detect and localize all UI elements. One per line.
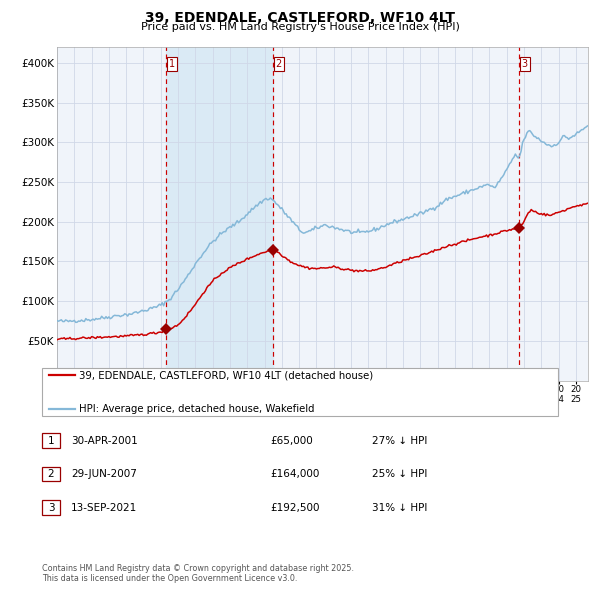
- Text: 2: 2: [275, 59, 282, 69]
- Text: 3: 3: [47, 503, 55, 513]
- Text: 27% ↓ HPI: 27% ↓ HPI: [372, 436, 427, 445]
- Text: HPI: Average price, detached house, Wakefield: HPI: Average price, detached house, Wake…: [79, 405, 314, 414]
- Text: 30-APR-2001: 30-APR-2001: [71, 436, 137, 445]
- Text: 2: 2: [47, 470, 55, 479]
- Text: 39, EDENDALE, CASTLEFORD, WF10 4LT: 39, EDENDALE, CASTLEFORD, WF10 4LT: [145, 11, 455, 25]
- Text: 39, EDENDALE, CASTLEFORD, WF10 4LT (detached house): 39, EDENDALE, CASTLEFORD, WF10 4LT (deta…: [79, 371, 373, 380]
- Text: 1: 1: [47, 436, 55, 445]
- Text: Price paid vs. HM Land Registry's House Price Index (HPI): Price paid vs. HM Land Registry's House …: [140, 22, 460, 32]
- Text: £65,000: £65,000: [270, 436, 313, 445]
- Text: 1: 1: [169, 59, 175, 69]
- Text: 13-SEP-2021: 13-SEP-2021: [71, 503, 137, 513]
- Text: 25% ↓ HPI: 25% ↓ HPI: [372, 470, 427, 479]
- Bar: [166, 47, 273, 381]
- Text: 31% ↓ HPI: 31% ↓ HPI: [372, 503, 427, 513]
- Text: £164,000: £164,000: [270, 470, 319, 479]
- Text: 3: 3: [521, 59, 528, 69]
- Text: Contains HM Land Registry data © Crown copyright and database right 2025.
This d: Contains HM Land Registry data © Crown c…: [42, 563, 354, 583]
- Text: £192,500: £192,500: [270, 503, 320, 513]
- Text: 29-JUN-2007: 29-JUN-2007: [71, 470, 137, 479]
